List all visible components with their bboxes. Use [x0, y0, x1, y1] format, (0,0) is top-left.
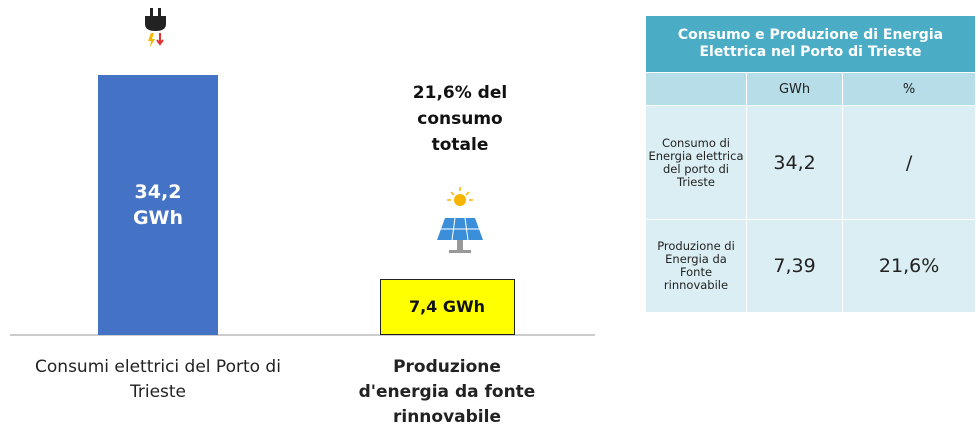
- category-label: Produzione d'energia da fonte rinnovabil…: [358, 357, 536, 427]
- plug-icon: [145, 8, 166, 47]
- row-label: Produzione di Energia da Fonte rinnovabi…: [645, 219, 747, 313]
- cell: /: [842, 105, 976, 220]
- cell: 21,6%: [842, 219, 976, 313]
- annotation: 21,6% del consumo totale: [412, 83, 508, 155]
- bar: 7,4 GWh: [379, 278, 515, 335]
- cell: 7,39: [745, 219, 844, 313]
- chart-svg: [10, 8, 595, 336]
- column-header: %: [842, 72, 976, 106]
- bar: 34,2 GWh: [98, 75, 218, 335]
- row-label: Consumo di Energia elettrica del porto d…: [645, 105, 747, 220]
- value-label: 34,2 GWh: [132, 181, 184, 229]
- solar-panel-icon: [437, 187, 483, 253]
- data-table: Consumo e Produzione di Energia Elettric…: [645, 15, 976, 313]
- category-label: Consumi elettrici del Porto di Trieste: [35, 357, 281, 402]
- corner-cell: [645, 72, 747, 106]
- column-header: GWh: [745, 72, 844, 106]
- value-label: 7,4 GWh: [408, 296, 486, 316]
- table-title: Consumo e Produzione di Energia Elettric…: [645, 15, 976, 73]
- page: {"chart_data": {"type": "bar", "categori…: [10, 8, 976, 427]
- cell: 34,2: [745, 105, 844, 220]
